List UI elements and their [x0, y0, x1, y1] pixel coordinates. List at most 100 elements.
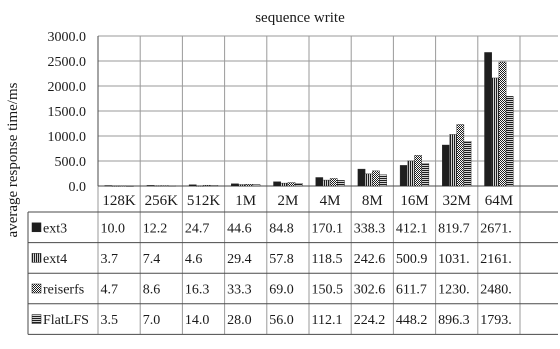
- data-label: 12.2: [143, 221, 168, 236]
- data-label: 2480.: [480, 283, 512, 298]
- data-label: 44.6: [227, 221, 252, 236]
- y-axis-label: average response time/ms: [5, 82, 21, 237]
- bar-ext4-4M: [322, 179, 331, 187]
- legend-swatch-reiserfs: [31, 283, 42, 294]
- bar-FlatLFS-1M: [252, 184, 261, 187]
- data-label: 16.3: [185, 283, 210, 298]
- data-label: 14.0: [185, 313, 210, 328]
- data-label: 10.0: [101, 221, 126, 236]
- y-tick-label: 3000.0: [48, 30, 87, 45]
- x-tick-label: 2M: [277, 193, 298, 209]
- x-tick-label: 1M: [235, 193, 256, 209]
- data-label: 24.7: [185, 221, 210, 236]
- data-label: 28.0: [227, 313, 252, 328]
- bar-ext3-1M: [231, 183, 239, 187]
- data-label: 819.7: [438, 221, 470, 236]
- data-label: 7.4: [143, 252, 161, 267]
- data-label: 112.1: [312, 313, 343, 328]
- bar-reiserfs-2M: [287, 182, 296, 187]
- data-label: 4.6: [185, 252, 203, 267]
- data-label: 150.5: [312, 283, 344, 298]
- bar-FlatLFS-4M: [337, 180, 345, 187]
- data-label: 84.8: [269, 221, 294, 236]
- data-label: 118.5: [312, 252, 343, 267]
- data-label: 242.6: [354, 252, 386, 267]
- bar-reiserfs-64M: [498, 61, 507, 187]
- data-label: 56.0: [269, 313, 294, 328]
- bar-ext4-32M: [449, 134, 457, 187]
- x-tick-label: 512K: [187, 193, 221, 209]
- bar-ext3-64M: [484, 52, 492, 187]
- y-tick-label: 0.0: [69, 180, 87, 195]
- data-label: 57.8: [269, 252, 294, 267]
- bar-ext3-4M: [315, 177, 324, 187]
- data-label: 448.2: [396, 313, 428, 328]
- legend-label-reiserfs: reiserfs: [43, 283, 84, 298]
- bar-ext4-256K: [153, 185, 162, 187]
- x-tick-label: 4M: [320, 193, 341, 209]
- legend-label-FlatLFS: FlatLFS: [43, 313, 89, 328]
- bar-FlatLFS-64M: [505, 96, 514, 187]
- data-label: 3.7: [101, 252, 119, 267]
- legend-label-ext4: ext4: [43, 252, 67, 267]
- bar-reiserfs-16M: [414, 155, 422, 187]
- y-tick-label: 1000.0: [48, 130, 87, 145]
- data-label: 7.0: [143, 313, 161, 328]
- y-tick-label: 500.0: [55, 155, 87, 170]
- legend-swatch-ext3: [31, 222, 42, 233]
- data-label: 33.3: [227, 283, 252, 298]
- data-label: 896.3: [438, 313, 470, 328]
- gridlines: [97, 35, 558, 335]
- bar-FlatLFS-512K: [210, 185, 219, 187]
- data-label: 500.9: [396, 252, 428, 267]
- legend-swatch-ext4: [31, 253, 42, 263]
- bar-FlatLFS-256K: [168, 185, 176, 187]
- x-tick-label: 32M: [443, 193, 471, 209]
- bar-reiserfs-128K: [118, 185, 127, 187]
- y-tick-label: 2500.0: [48, 55, 87, 70]
- chart-title: sequence write: [255, 10, 345, 26]
- bar-reiserfs-512K: [203, 184, 211, 187]
- bar-reiserfs-8M: [372, 170, 380, 187]
- data-label: 1793.: [480, 313, 512, 328]
- bar-ext4-16M: [407, 160, 415, 187]
- data-label: 3.5: [101, 313, 119, 328]
- x-tick-label: 256K: [145, 193, 179, 209]
- bar-reiserfs-4M: [329, 178, 338, 187]
- data-label: 1031.: [438, 252, 470, 267]
- bar-ext4-128K: [111, 185, 120, 187]
- bar-ext4-512K: [196, 185, 204, 187]
- data-label: 2161.: [480, 252, 512, 267]
- data-label: 224.2: [354, 313, 386, 328]
- data-label: 412.1: [396, 221, 428, 236]
- bar-FlatLFS-32M: [463, 140, 472, 187]
- bar-reiserfs-256K: [161, 185, 169, 187]
- bar-ext3-32M: [442, 144, 450, 187]
- data-label: 69.0: [269, 283, 294, 298]
- bar-reiserfs-32M: [456, 124, 465, 187]
- legend-swatch-FlatLFS: [31, 314, 42, 324]
- legend-label-ext3: ext3: [43, 221, 67, 236]
- x-tick-label: 128K: [102, 193, 136, 209]
- bar-ext3-8M: [357, 168, 366, 187]
- data-label: 8.6: [143, 283, 161, 298]
- data-label: 1230.: [438, 283, 470, 298]
- data-label: 4.7: [101, 283, 119, 298]
- data-table: 128K 256K 512K 1M 2M 4M 8M 16M 32M 64M ext3 10.0 12.…: [27, 193, 558, 335]
- bar-ext3-256K: [146, 185, 155, 187]
- x-tick-label: 16M: [400, 193, 428, 209]
- data-label: 170.1: [312, 221, 344, 236]
- bar-ext3-16M: [399, 165, 408, 187]
- bar-ext3-2M: [273, 181, 281, 187]
- y-tick-labels: 0.0 500.0 1000.0 1500.0 2000.0 2500.0 3000.0: [48, 30, 87, 195]
- data-label: 302.6: [354, 283, 386, 298]
- bar-FlatLFS-128K: [126, 185, 134, 187]
- bar-ext3-128K: [104, 185, 113, 187]
- data-label: 611.7: [396, 283, 427, 298]
- bar-ext4-8M: [364, 173, 373, 187]
- bar-FlatLFS-8M: [379, 174, 387, 187]
- x-tick-label: 64M: [485, 193, 513, 209]
- bars: [104, 52, 514, 187]
- y-tick-label: 1500.0: [48, 105, 87, 120]
